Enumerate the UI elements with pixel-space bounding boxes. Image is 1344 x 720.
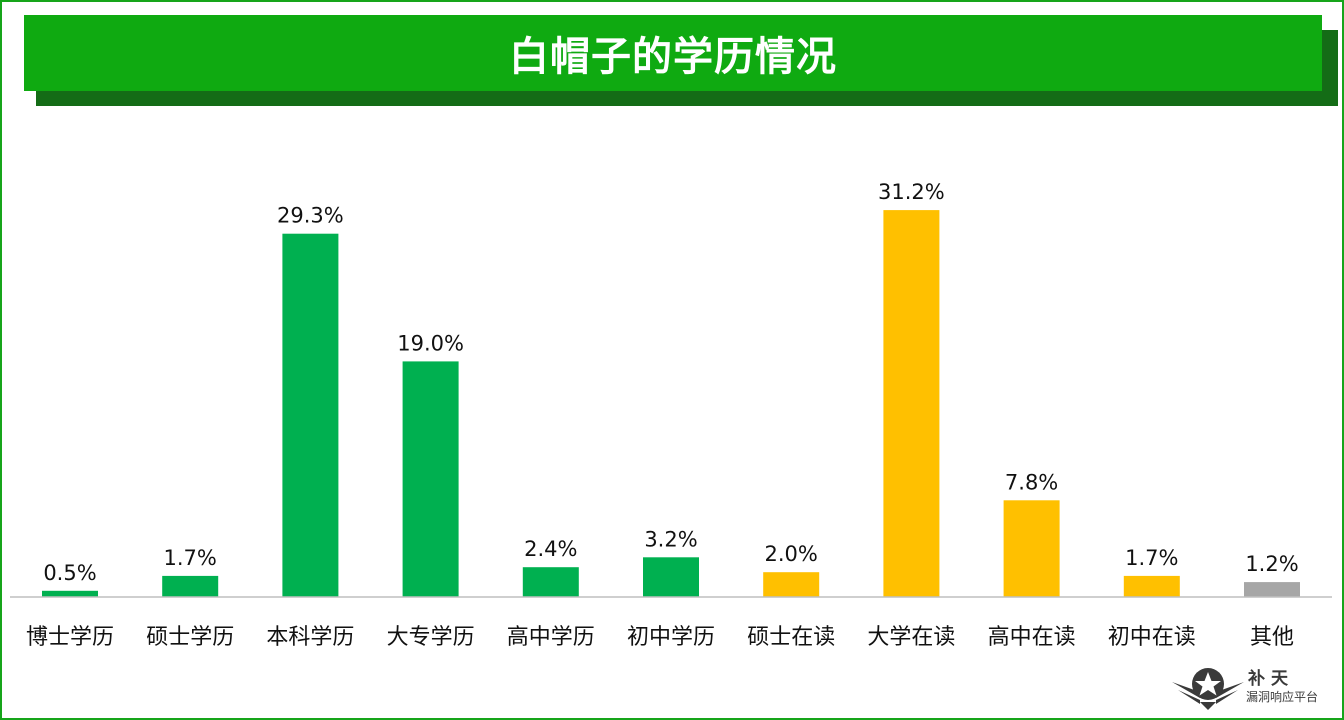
- bar-8: [883, 210, 940, 597]
- category-label-7: 硕士在读: [747, 625, 835, 650]
- data-label-3: 29.3%: [277, 204, 344, 228]
- logo-subtitle: 漏洞响应平台: [1246, 690, 1319, 704]
- data-label-5: 2.4%: [524, 537, 577, 561]
- logo-brand: 补天: [1248, 669, 1294, 689]
- bar-9: [1003, 500, 1060, 597]
- bar-11: [1244, 582, 1300, 597]
- bar-7: [763, 572, 820, 597]
- data-label-7: 2.0%: [765, 542, 818, 566]
- category-label-9: 高中在读: [988, 625, 1076, 650]
- chart-title: 白帽子的学历情况: [509, 34, 837, 80]
- data-label-2: 1.7%: [164, 546, 217, 570]
- data-label-11: 1.2%: [1245, 552, 1298, 576]
- category-label-5: 高中学历: [507, 625, 595, 650]
- category-label-10: 初中在读: [1108, 625, 1196, 650]
- bar-1: [42, 590, 98, 597]
- title-banner: 白帽子的学历情况: [24, 15, 1322, 91]
- data-label-10: 1.7%: [1125, 546, 1178, 570]
- star-wings-icon: [1172, 668, 1244, 710]
- bar-4: [402, 361, 459, 597]
- butian-logo: 补天 漏洞响应平台: [1170, 662, 1330, 714]
- category-label-4: 大专学历: [387, 625, 475, 650]
- bar-6: [643, 557, 699, 597]
- bar-5: [522, 567, 579, 597]
- category-label-11: 其他: [1250, 625, 1294, 650]
- category-label-8: 大学在读: [867, 625, 955, 650]
- bar-10: [1123, 575, 1180, 597]
- bar-3: [282, 233, 339, 597]
- data-label-6: 3.2%: [644, 527, 697, 551]
- category-label-3: 本科学历: [266, 625, 354, 650]
- data-label-8: 31.2%: [878, 180, 945, 204]
- bar-2: [162, 575, 219, 597]
- category-label-6: 初中学历: [627, 625, 715, 650]
- data-label-9: 7.8%: [1005, 470, 1058, 494]
- category-label-1: 博士学历: [26, 625, 114, 650]
- category-label-2: 硕士学历: [146, 625, 234, 650]
- data-label-1: 0.5%: [43, 561, 96, 585]
- data-label-4: 19.0%: [397, 331, 464, 355]
